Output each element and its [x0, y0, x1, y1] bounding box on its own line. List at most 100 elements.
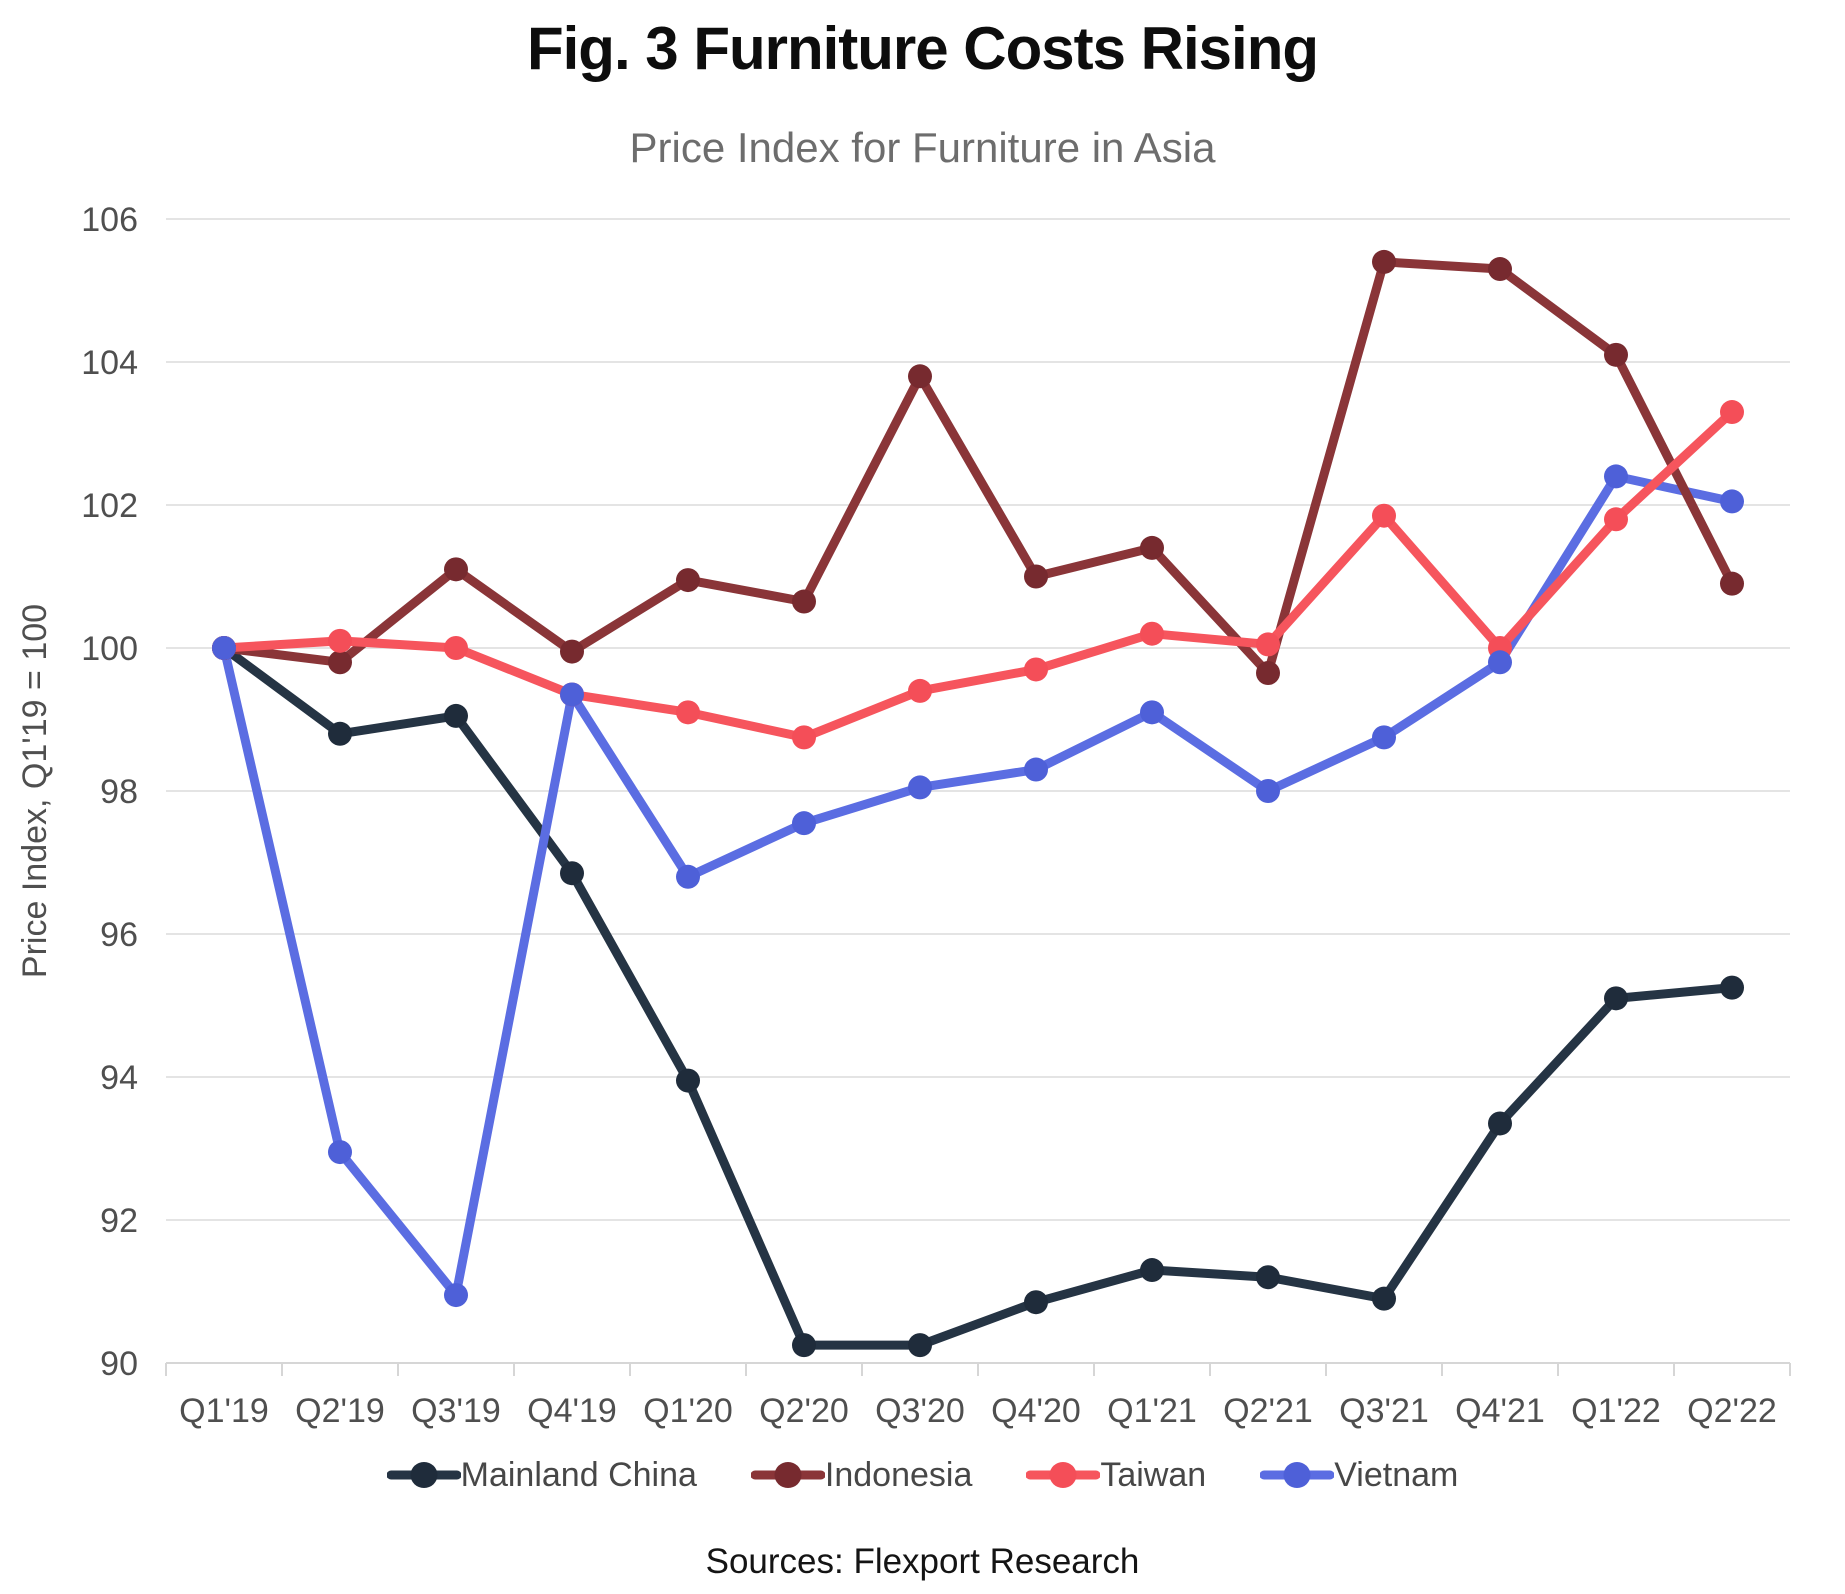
legend-marker-icon	[1026, 1462, 1101, 1488]
data-point-indonesia-q3-21	[1372, 249, 1396, 274]
data-point-vietnam-q1-21	[1140, 700, 1164, 725]
source-note: Sources: Flexport Research	[705, 1542, 1140, 1581]
legend-label: Mainland China	[460, 1456, 697, 1494]
data-point-indonesia-q3-20	[908, 364, 932, 389]
data-point-taiwan-q3-21	[1372, 503, 1396, 528]
data-point-taiwan-q4-20	[1024, 657, 1048, 682]
x-tick-label: Q4'20	[991, 1392, 1081, 1430]
legend-dot	[1049, 1462, 1077, 1488]
data-point-indonesia-q4-19	[560, 639, 584, 664]
data-point-vietnam-q2-22	[1720, 489, 1744, 514]
x-tick-label: Q4'21	[1455, 1392, 1545, 1430]
legend-marker-icon	[1260, 1462, 1335, 1488]
data-point-vietnam-q2-20	[792, 811, 816, 836]
data-point-vietnam-q3-20	[908, 775, 932, 800]
x-tick-label: Q3'19	[411, 1392, 501, 1430]
y-tick-label: 100	[81, 630, 138, 668]
legend: Mainland China Indonesia Taiwan Vietnam	[0, 1458, 1845, 1492]
legend-label: Indonesia	[824, 1456, 973, 1494]
data-point-indonesia-q4-20	[1024, 564, 1048, 589]
data-point-mainland-china-q3-19	[444, 703, 468, 728]
data-point-mainland-china-q2-21	[1256, 1265, 1280, 1290]
series-line-indonesia	[219, 257, 1737, 678]
data-point-taiwan-q1-21	[1140, 621, 1164, 646]
legend-item-indonesia: Indonesia	[750, 1456, 973, 1494]
data-point-indonesia-q1-21	[1140, 535, 1164, 560]
data-point-taiwan-q3-19	[444, 636, 468, 660]
legend-dot	[774, 1462, 802, 1488]
data-point-vietnam-q1-20	[676, 864, 700, 889]
legend-dot	[1283, 1462, 1311, 1488]
data-point-vietnam-q2-19	[328, 1140, 352, 1165]
data-point-vietnam-q1-22	[1604, 464, 1628, 489]
y-tick-label: 104	[81, 344, 138, 382]
y-tick-label: 106	[81, 201, 138, 239]
series-markers-vietnam	[212, 464, 1744, 1308]
data-point-taiwan-q1-22	[1604, 507, 1628, 532]
data-point-taiwan-q2-20	[792, 725, 816, 750]
data-point-mainland-china-q1-22	[1604, 986, 1628, 1011]
legend-item-taiwan: Taiwan	[1026, 1458, 1206, 1492]
data-point-mainland-china-q2-19	[328, 721, 352, 746]
data-point-taiwan-q2-19	[328, 628, 352, 653]
legend-item-mainland-china: Mainland China	[386, 1456, 697, 1494]
legend-label: Vietnam	[1334, 1456, 1459, 1494]
series-line-mainland-china	[219, 643, 1737, 1350]
y-axis-title: Price Index, Q1'19 = 100	[16, 604, 54, 978]
y-tick-label: 94	[100, 1059, 138, 1097]
data-point-taiwan-q2-21	[1256, 632, 1280, 657]
data-point-taiwan-q3-20	[908, 678, 932, 703]
legend-dot	[410, 1462, 438, 1488]
data-point-taiwan-q1-20	[676, 700, 700, 725]
data-point-indonesia-q4-21	[1488, 257, 1512, 282]
x-tick-label: Q2'19	[295, 1392, 385, 1430]
y-tick-label: 98	[100, 773, 138, 811]
data-point-mainland-china-q4-19	[560, 861, 584, 886]
data-point-mainland-china-q2-20	[792, 1333, 816, 1358]
data-point-indonesia-q1-20	[676, 568, 700, 593]
legend-label: Taiwan	[1100, 1456, 1207, 1494]
data-point-mainland-china-q2-22	[1720, 975, 1744, 1000]
x-tick-label: Q2'20	[759, 1392, 849, 1430]
data-point-indonesia-q2-19	[328, 650, 352, 675]
x-tick-label: Q1'19	[179, 1392, 269, 1430]
data-point-vietnam-q4-19	[560, 682, 584, 707]
data-point-indonesia-q1-22	[1604, 342, 1628, 367]
y-tick-label: 90	[100, 1345, 138, 1383]
y-tick-label: 102	[81, 487, 138, 525]
legend-marker-icon	[386, 1462, 461, 1488]
data-point-mainland-china-q1-21	[1140, 1258, 1164, 1283]
data-point-mainland-china-q4-21	[1488, 1111, 1512, 1136]
legend-marker-icon	[750, 1462, 825, 1488]
x-tick-label: Q4'19	[527, 1392, 617, 1430]
x-tick-label: Q1'21	[1107, 1392, 1197, 1430]
series-line-taiwan	[219, 407, 1737, 742]
y-tick-label: 92	[100, 1202, 138, 1240]
data-point-vietnam-q1-19	[212, 636, 236, 660]
data-point-vietnam-q4-20	[1024, 757, 1048, 782]
data-point-vietnam-q3-19	[444, 1283, 468, 1308]
data-point-mainland-china-q4-20	[1024, 1290, 1048, 1315]
x-tick-label: Q3'21	[1339, 1392, 1429, 1430]
data-point-taiwan-q2-22	[1720, 400, 1744, 425]
data-point-mainland-china-q1-20	[676, 1068, 700, 1093]
chart-title: Fig. 3 Furniture Costs Rising	[526, 15, 1319, 82]
x-tick-label: Q3'20	[875, 1392, 965, 1430]
series-markers-taiwan	[212, 400, 1744, 750]
legend-item-vietnam: Vietnam	[1260, 1458, 1458, 1492]
x-tick-label: Q1'22	[1571, 1392, 1661, 1430]
series-markers-mainland-china	[212, 636, 1744, 1358]
data-point-vietnam-q2-21	[1256, 779, 1280, 803]
data-point-indonesia-q2-22	[1720, 571, 1744, 596]
x-tick-label: Q1'20	[643, 1392, 733, 1430]
data-point-mainland-china-q3-20	[908, 1333, 932, 1358]
x-tick-label: Q2'21	[1223, 1392, 1313, 1430]
chart-subtitle: Price Index for Furniture in Asia	[629, 124, 1216, 171]
series-line-vietnam	[219, 471, 1737, 1300]
data-point-indonesia-q2-20	[792, 589, 816, 614]
x-tick-label: Q2'22	[1687, 1392, 1777, 1430]
data-point-indonesia-q2-21	[1256, 661, 1280, 686]
data-point-indonesia-q3-19	[444, 557, 468, 582]
